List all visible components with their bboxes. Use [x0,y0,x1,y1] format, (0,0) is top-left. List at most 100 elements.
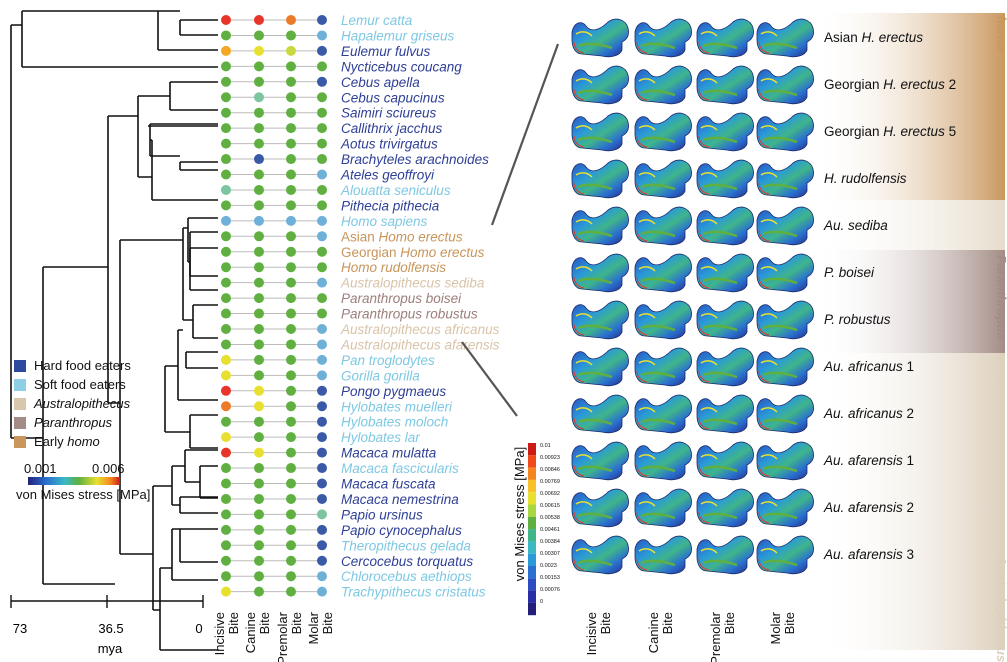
jaw-shape [634,535,692,575]
jaw-model [756,253,814,293]
jaw-shape [634,300,692,340]
species-row-papio-ursinus: Papio ursinus [221,507,423,522]
species-row-theropithecus-gelada: Theropithecus gelada [221,538,471,553]
jaw-stress-band [636,464,648,477]
jaw-stress-band [700,266,718,272]
jaw-stress-band [760,501,778,507]
species-row-papio-cynocephalus: Papio cynocephalus [221,523,462,538]
legend-swatch-hard-food-eaters [14,360,26,372]
jaw-shape [634,65,692,105]
jaw-stress-band [573,464,585,477]
jaw-model [756,112,814,152]
species-name: Pongo pygmaeus [341,384,446,399]
stress-dot [254,308,264,319]
colorbar-tick: 0.00153 [540,575,560,581]
species-name: Theropithecus gelada [341,538,471,553]
species-row-saimiri-sciureus: Saimiri sciureus [221,106,437,121]
jaw-model [634,535,692,575]
jaw-stress-band [762,230,798,238]
jaw-shape [571,159,629,199]
stress-dot [254,30,264,41]
species-name: Brachyteles arachnoides [341,152,489,167]
stress-dot [286,138,296,149]
jaw-stress-band [760,78,778,84]
jaw-stress-band [760,266,778,272]
jaw-stress-band [573,511,585,524]
jaw-stress-band [758,41,770,54]
stress-dot [221,463,231,474]
stress-dot [317,555,327,566]
colorbar-tick: 0.00923 [540,455,560,461]
jaw-stress-band [698,88,710,101]
species-name: Homo rudolfensis [341,260,446,275]
jaw-stress-band [700,313,718,319]
jaw-stress-band [636,511,648,524]
time-tick-36: 36.5 [98,621,123,636]
jaw-shape [634,206,692,246]
jaw-stress-band [700,219,718,225]
stress-dot [221,478,231,489]
jaw-stress-band [700,31,718,37]
jaw-stress-band [575,172,593,178]
jaw-stress-band [577,324,613,332]
stress-dot [317,61,327,72]
stress-dot [317,385,327,396]
stress-dot [221,246,231,257]
stress-dot [317,45,327,56]
jaw-stress-band [577,277,613,285]
stress-dot [286,30,296,41]
jaw-model [696,441,754,481]
jaw-shape [571,65,629,105]
legend-swatch-australopithecus [14,398,26,410]
jaw-stress-band [573,276,585,289]
stress-dot [286,246,296,257]
stress-dot [254,370,264,381]
fossil-label-au-afarensis-2: Au. afarensis 2 [823,500,914,515]
jaw-shape [696,18,754,58]
species-row-australopithecus-africanus: Australopithecus africanus [221,322,500,337]
jaw-shape [756,112,814,152]
stress-dot [317,184,327,195]
fossil-labels: Asian H. erectus Georgian H. erectus 2 Geo… [823,30,956,562]
stress-dot [286,215,296,226]
legend-swatch-early-homo [14,436,26,448]
jaw-model [756,535,814,575]
stress-dot [286,432,296,443]
species-row-nycticebus-coucang: Nycticebus coucang [221,59,462,74]
jaw-stress-band [698,135,710,148]
jaw-stress-band [636,276,648,289]
colorbar-tick: 0.00692 [540,491,560,497]
jaw-shape [696,441,754,481]
species-name: Callithrix jacchus [341,121,443,136]
jaw-stress-band [636,370,648,383]
jaw-model [571,253,629,293]
stress-dot [317,277,327,288]
jaw-model [571,535,629,575]
stress-dot [221,277,231,288]
stress-colorbar: 0.01 0.00923 0.00846 0.00769 0.00692 0.00615 0… [512,443,560,616]
jaw-shape [696,253,754,293]
stress-dot [317,231,327,242]
jaw-stress-band [573,88,585,101]
stress-dot [286,231,296,242]
jaw-stress-band [698,323,710,336]
jaw-model [634,347,692,387]
jaw-stress-band [760,313,778,319]
species-name: Gorilla gorilla [341,368,420,383]
bite-label-premolar-bite: Bite [289,612,304,634]
jaw-model [696,159,754,199]
jaw-shape [696,300,754,340]
jaw-shape [696,159,754,199]
jaw-model [696,535,754,575]
jaw-stress-band [698,276,710,289]
stress-dot [286,45,296,56]
stress-dot [221,169,231,180]
fossil-label-au-afarensis-1: Au. afarensis 1 [823,453,914,468]
species-name: Cebus capucinus [341,90,445,105]
jaw-stress-band [702,89,738,97]
jaw-stress-band [700,501,718,507]
jaw-shape [696,347,754,387]
jaw-shape [696,488,754,528]
colorbar-segment [528,566,536,579]
jaw-model [756,488,814,528]
